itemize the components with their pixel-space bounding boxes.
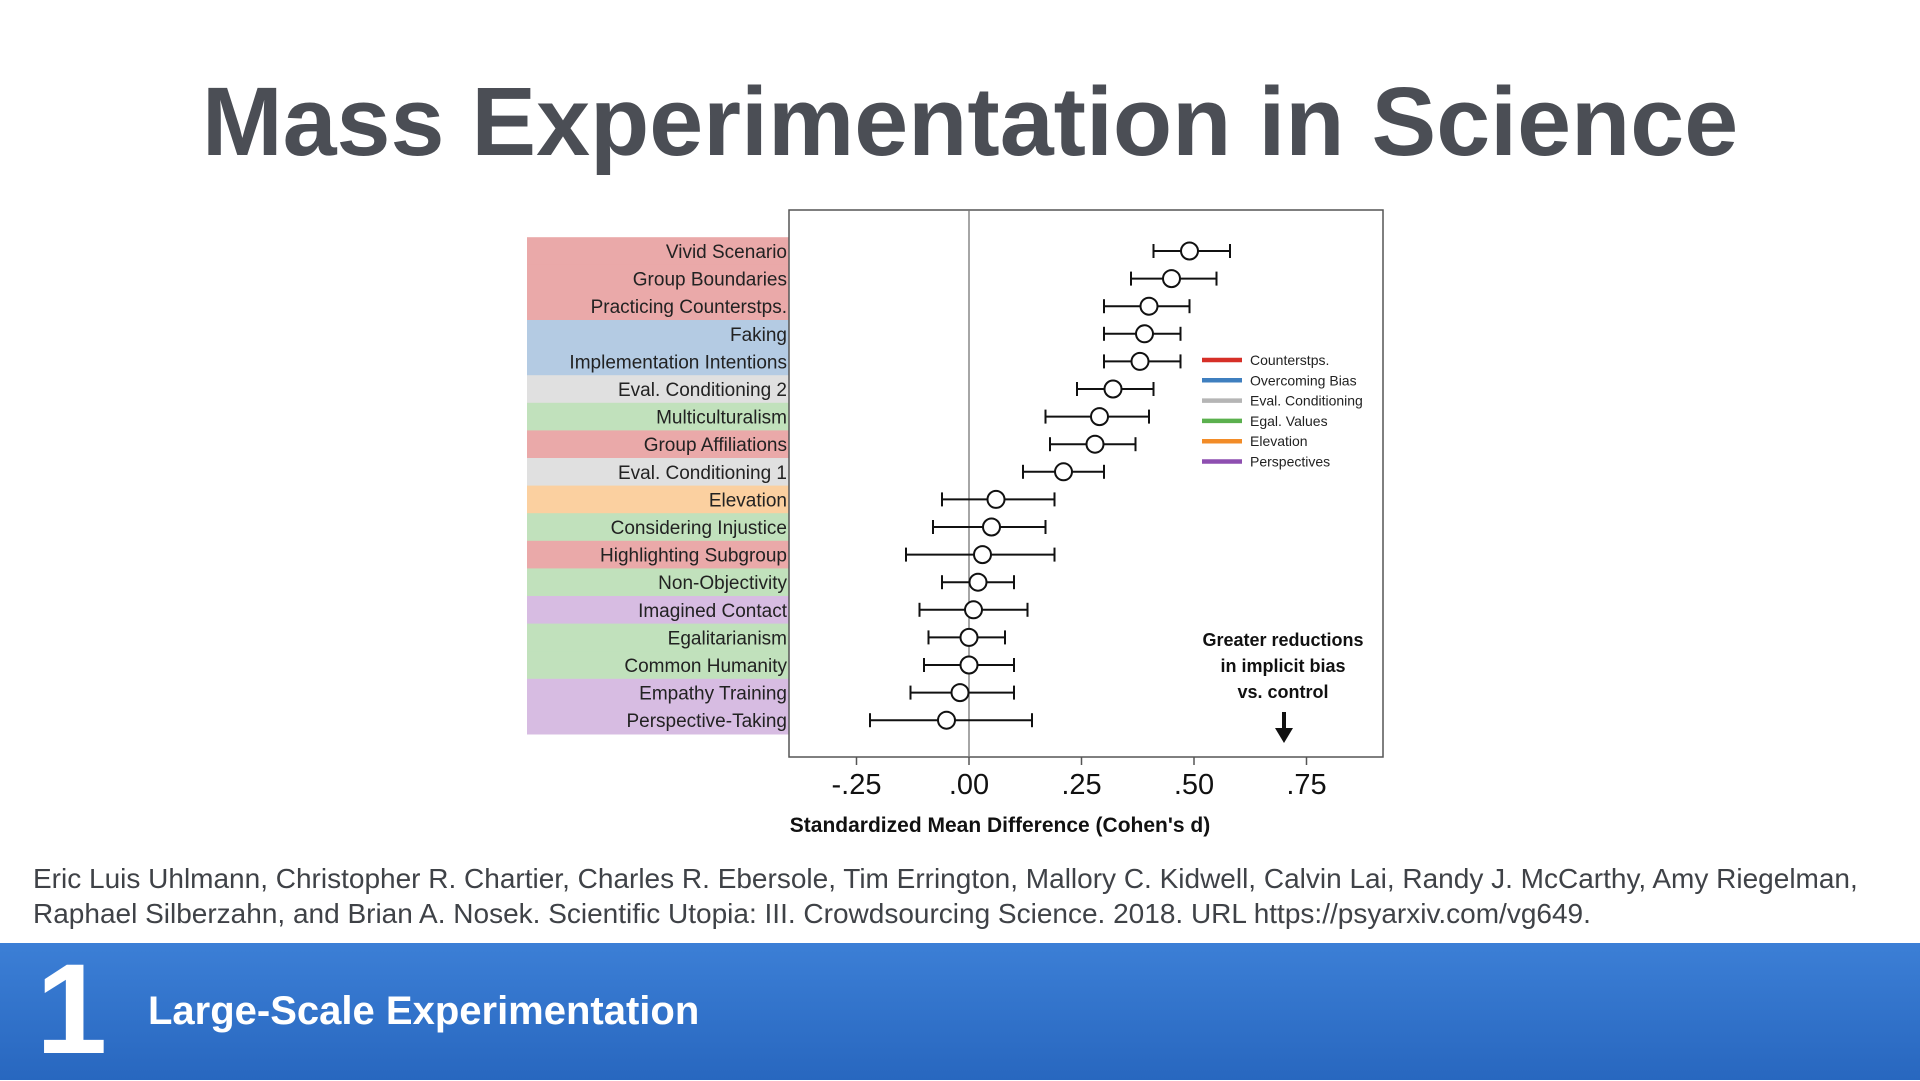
section-title: Large-Scale Experimentation xyxy=(148,989,700,1033)
category-band xyxy=(527,320,789,349)
intervention-label: Eval. Conditioning 2 xyxy=(618,380,787,401)
annotation-text: Greater reductions xyxy=(1202,630,1363,650)
effect-point xyxy=(1054,462,1073,482)
effect-point xyxy=(937,710,956,730)
section-number: 1 xyxy=(36,938,108,1081)
category-band xyxy=(527,485,789,514)
x-axis: -.25 .00 .25 .50 .75 xyxy=(832,757,1327,801)
category-band xyxy=(527,402,789,431)
intervention-label: Non-Objectivity xyxy=(658,573,787,594)
intervention-label: Common Humanity xyxy=(624,656,787,677)
slide-title: Mass Experimentation in Science xyxy=(201,67,1739,176)
legend-label: Counterstps. xyxy=(1250,352,1329,368)
intervention-label: Imagined Contact xyxy=(638,601,788,622)
category-band xyxy=(527,458,789,487)
category-band xyxy=(527,375,789,404)
annotation: Greater reductions in implicit bias vs. co… xyxy=(1202,630,1364,743)
citation: Eric Luis Uhlmann, Christopher R. Charti… xyxy=(33,863,1858,929)
annotation-arrow-head xyxy=(1275,728,1293,743)
annotation-text: vs. control xyxy=(1237,682,1328,702)
category-band xyxy=(527,237,789,266)
plot-frame xyxy=(788,209,1384,758)
category-band xyxy=(527,292,789,321)
intervention-label: Implementation Intentions xyxy=(569,352,787,373)
effect-point xyxy=(1085,434,1105,454)
effect-point xyxy=(959,655,979,675)
intervention-label: Group Affiliations xyxy=(644,435,787,456)
category-band xyxy=(527,513,789,542)
category-band xyxy=(527,678,789,707)
x-axis-label: Standardized Mean Difference (Cohen's d) xyxy=(790,814,1210,837)
effect-point xyxy=(1139,296,1159,316)
legend-label: Overcoming Bias xyxy=(1250,372,1357,388)
effect-point xyxy=(1103,379,1123,399)
intervention-label: Considering Injustice xyxy=(611,518,787,539)
effect-point xyxy=(986,489,1006,509)
category-band xyxy=(527,651,789,680)
category-band xyxy=(527,623,789,652)
x-tick-label: .25 xyxy=(1061,769,1101,801)
effect-marks xyxy=(869,241,1231,730)
intervention-label: Eval. Conditioning 1 xyxy=(618,463,787,484)
intervention-label: Perspective-Taking xyxy=(626,711,787,732)
intervention-label: Group Boundaries xyxy=(633,270,787,291)
effect-point xyxy=(1180,241,1199,261)
category-band xyxy=(527,706,789,735)
x-tick-label: .75 xyxy=(1286,769,1326,801)
effect-point xyxy=(973,545,992,565)
effect-point xyxy=(1090,407,1109,427)
intervention-label: Egalitarianism xyxy=(668,628,787,649)
legend-label: Perspectives xyxy=(1250,454,1330,470)
effect-point xyxy=(1162,269,1181,289)
x-tick-label: -.25 xyxy=(832,769,882,801)
effect-point xyxy=(964,600,983,620)
effect-point xyxy=(1130,351,1150,371)
intervention-label: Practicing Counterstps. xyxy=(591,297,787,318)
intervention-label: Highlighting Subgroup xyxy=(600,546,787,567)
category-band xyxy=(527,596,789,625)
intervention-label: Empathy Training xyxy=(639,684,787,705)
effect-point xyxy=(982,517,1001,537)
effect-point xyxy=(959,627,979,647)
category-band xyxy=(527,540,789,569)
legend-label: Elevation xyxy=(1250,433,1308,449)
category-band xyxy=(527,568,789,597)
effect-point xyxy=(1135,324,1154,344)
intervention-label: Faking xyxy=(730,325,787,346)
legend-label: Egal. Values xyxy=(1250,413,1328,429)
category-band xyxy=(527,347,789,376)
category-band xyxy=(527,430,789,459)
annotation-text: in implicit bias xyxy=(1220,656,1345,676)
x-tick-label: .50 xyxy=(1174,769,1214,801)
effect-point xyxy=(968,572,988,592)
intervention-label: Multiculturalism xyxy=(656,408,787,429)
forest-plot: Vivid Scenario Group Boundaries Practicing… xyxy=(527,209,1384,837)
intervention-labels: Vivid Scenario Group Boundaries Practicing… xyxy=(569,242,787,732)
category-bands xyxy=(527,237,789,735)
category-band xyxy=(527,264,789,293)
intervention-label: Elevation xyxy=(709,490,787,511)
intervention-label: Vivid Scenario xyxy=(666,242,787,263)
footer-bar: 1 Large-Scale Experimentation xyxy=(0,938,1920,1081)
effect-point xyxy=(950,683,970,703)
legend: Counterstps. Overcoming Bias Eval. Conditi… xyxy=(1202,352,1363,470)
x-tick-label: .00 xyxy=(949,769,989,801)
legend-label: Eval. Conditioning xyxy=(1250,393,1363,409)
